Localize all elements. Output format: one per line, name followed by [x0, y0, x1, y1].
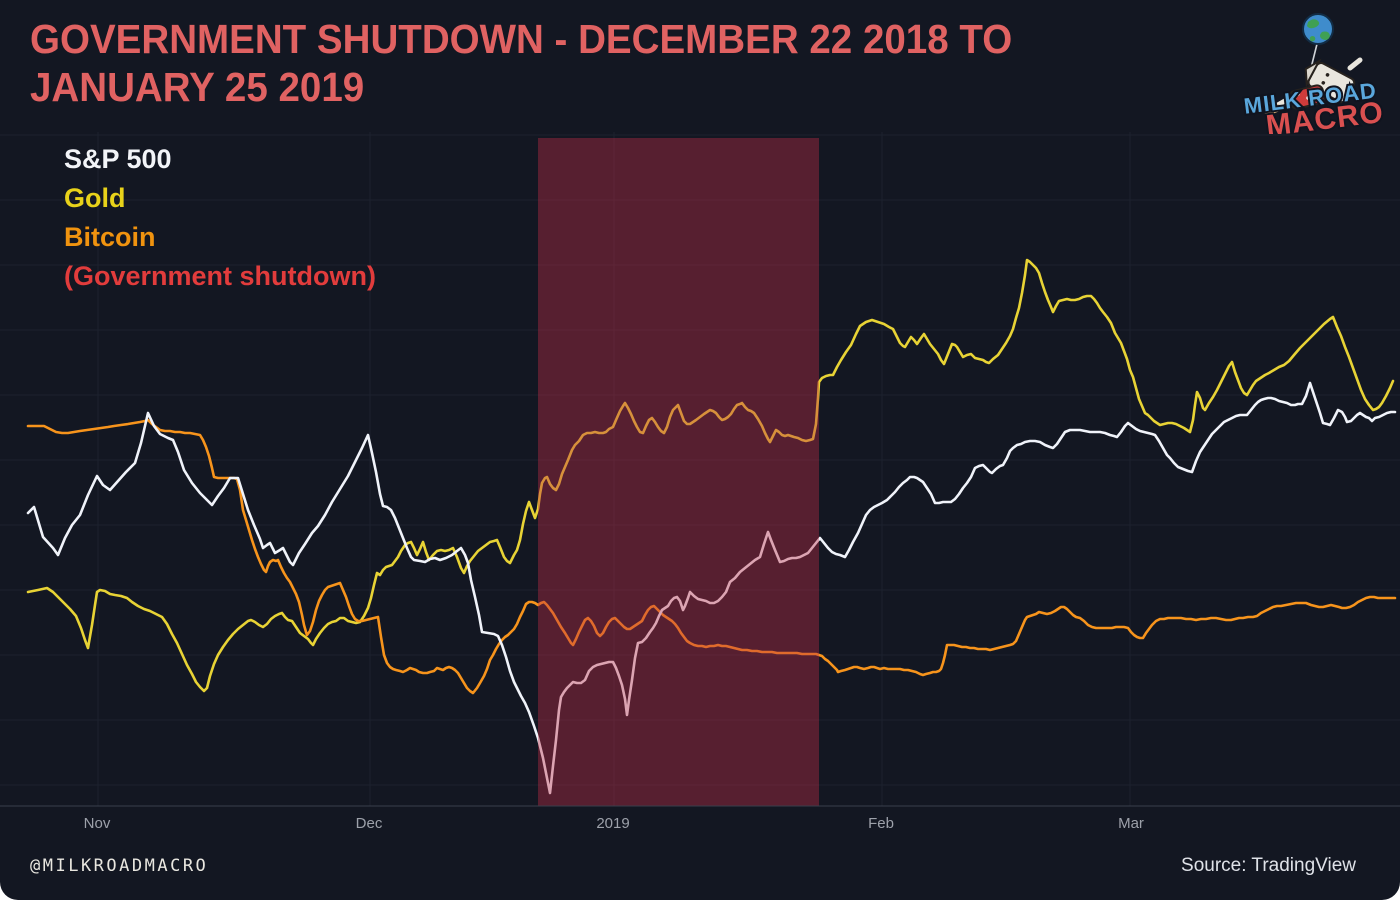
legend-item-bitcoin: Bitcoin: [64, 222, 156, 252]
globe-balloon-icon: [1302, 13, 1334, 45]
series-line-gold: [26, 258, 1395, 693]
legend-item-gold: Gold: [64, 183, 126, 213]
milk-road-macro-logo: MILK ROAD MACRO: [1238, 2, 1394, 145]
shutdown-highlight-band: [538, 138, 819, 806]
series-line-sp500: [26, 381, 1397, 795]
x-axis-label: Dec: [356, 815, 383, 832]
social-handle: @MILKROADMACRO: [30, 856, 209, 876]
legend-item-shutdown: (Government shutdown): [64, 261, 376, 291]
milk-carton-mascot: [1264, 57, 1363, 116]
page-title: GOVERNMENT SHUTDOWN - DECEMBER 22 2018 T…: [30, 16, 1012, 111]
title-line-1: GOVERNMENT SHUTDOWN - DECEMBER 22 2018 T…: [30, 16, 1013, 62]
x-axis-label: Nov: [84, 815, 111, 832]
x-axis-label: Feb: [868, 815, 894, 832]
series-line-bitcoin: [26, 418, 1397, 695]
x-axis-label: 2019: [596, 815, 629, 832]
title-line-2: JANUARY 25 2019: [30, 63, 365, 110]
legend: S&P 500 Gold Bitcoin (Government shutdown): [64, 140, 376, 296]
legend-item-sp500: S&P 500: [64, 144, 172, 174]
x-axis-label: Mar: [1118, 815, 1144, 832]
balloon-string: [1310, 43, 1318, 69]
source-credit: Source: TradingView: [1181, 855, 1356, 876]
